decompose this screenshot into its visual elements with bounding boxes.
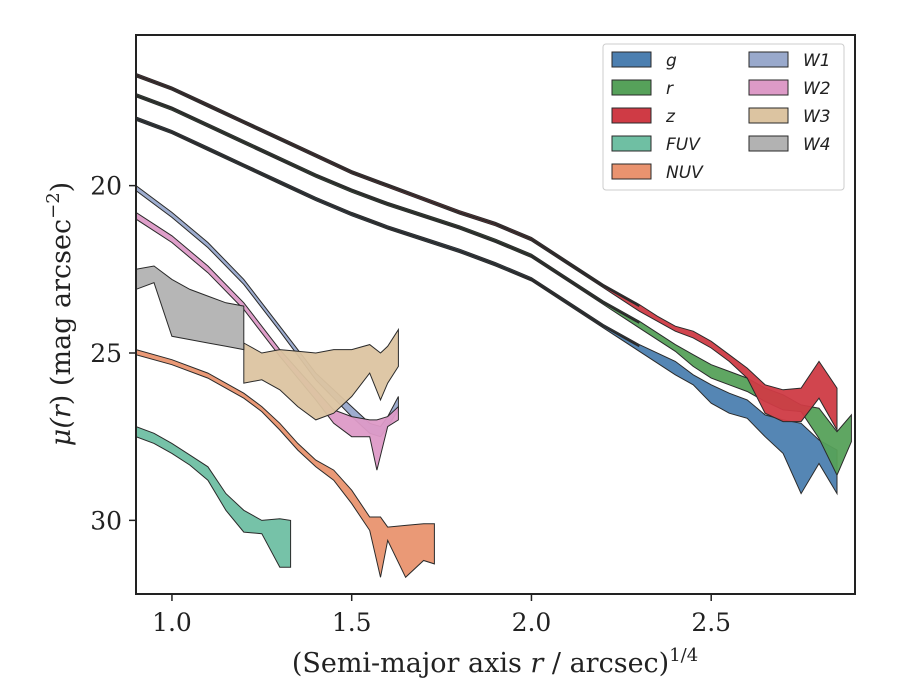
x-tick-label: 2.0 bbox=[512, 608, 552, 637]
legend-swatch-w3 bbox=[748, 107, 789, 124]
legend-label-w2: W2 bbox=[803, 79, 831, 99]
y-tick-label: 30 bbox=[90, 506, 122, 535]
band-g bbox=[136, 116, 838, 496]
legend-label-g: g bbox=[666, 51, 677, 71]
legend: grz FUV NUV W1 W2 W3 W4 bbox=[602, 43, 845, 191]
band-fuv bbox=[136, 426, 292, 568]
band-w4 bbox=[136, 265, 245, 351]
x-axis: 1.0 1.5 2.0 2.5 bbox=[152, 594, 731, 637]
y-tick-label: 20 bbox=[90, 172, 122, 201]
band-nuv bbox=[136, 349, 435, 579]
legend-swatch-w2 bbox=[748, 79, 789, 96]
legend-swatch-w4 bbox=[748, 135, 789, 152]
plot-frame bbox=[135, 34, 856, 595]
y-axis-label-main: μ( bbox=[46, 417, 77, 447]
legend-label-r: r bbox=[666, 79, 674, 99]
y-axis-label-end: ) bbox=[46, 182, 77, 193]
legend-swatch-g bbox=[611, 51, 652, 68]
x-tick-label: 2.5 bbox=[691, 608, 731, 637]
legend-label-w3: W3 bbox=[803, 107, 831, 127]
band-r bbox=[136, 93, 852, 477]
y-axis-label-exponent: −2 bbox=[43, 192, 64, 219]
x-axis-label: (Semi-major axis r / arcsec)1/4 bbox=[292, 645, 698, 679]
y-axis-label-var: r bbox=[46, 403, 77, 418]
legend-label-nuv: NUV bbox=[666, 163, 704, 183]
legend-label-fuv: FUV bbox=[666, 135, 701, 155]
band-z bbox=[136, 72, 838, 432]
y-axis-label: μ(r) (mag arcsec−2) bbox=[43, 182, 77, 446]
x-tick-label: 1.0 bbox=[152, 608, 192, 637]
legend-label-w4: W4 bbox=[803, 135, 831, 155]
overlay-line-layer bbox=[136, 74, 640, 348]
y-axis-label-close: ) (mag arcsec bbox=[46, 219, 77, 405]
x-axis-label-exponent: 1/4 bbox=[669, 645, 698, 666]
y-axis: 20 25 30 bbox=[90, 172, 136, 535]
y-tick-label: 25 bbox=[90, 339, 122, 368]
profile-line-3 bbox=[136, 117, 640, 348]
legend-swatch-z bbox=[611, 107, 652, 124]
x-axis-label-unit: / arcsec) bbox=[543, 648, 669, 679]
profile-line-2 bbox=[136, 94, 640, 324]
x-tick-label: 1.5 bbox=[332, 608, 372, 637]
legend-swatch-fuv bbox=[611, 135, 652, 152]
legend-label-z: z bbox=[665, 107, 676, 127]
legend-swatch-r bbox=[611, 79, 652, 96]
legend-swatch-nuv bbox=[611, 163, 652, 180]
profile-line-1 bbox=[136, 74, 640, 307]
x-axis-label-var: r bbox=[530, 648, 545, 679]
legend-swatch-w1 bbox=[748, 51, 789, 68]
legend-label-w1: W1 bbox=[803, 51, 831, 71]
band-layer bbox=[136, 72, 852, 579]
band-w2 bbox=[136, 211, 399, 471]
band-w3 bbox=[243, 327, 399, 421]
x-axis-label-main: (Semi-major axis bbox=[292, 648, 531, 679]
